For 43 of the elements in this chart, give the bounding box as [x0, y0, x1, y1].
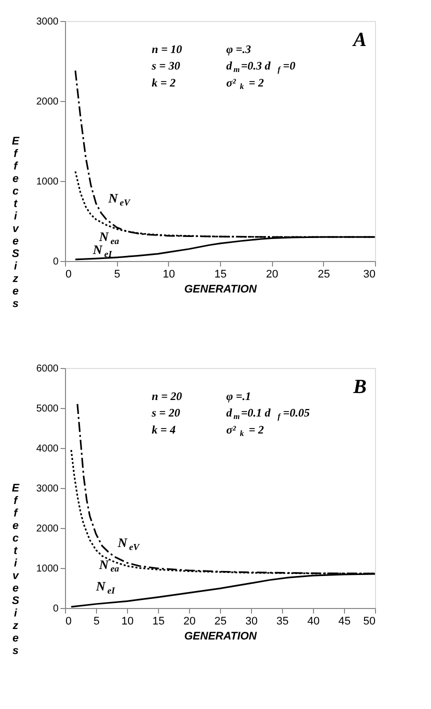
x-tick-label: 5 [114, 268, 120, 280]
y-tick-label: 0 [52, 604, 59, 614]
y-tick-label: 0 [52, 256, 59, 268]
y-tick-label: 2000 [36, 96, 59, 108]
x-axis-title: GENERATION [184, 284, 258, 296]
x-tick-label: 30 [363, 268, 376, 280]
x-tick-label: 35 [276, 616, 289, 628]
y-tick-label: 2000 [36, 524, 59, 534]
annotation: B [352, 376, 367, 398]
annotation: s = 20 [150, 408, 180, 420]
annotation: k = 4 [152, 424, 176, 436]
x-tick-label: 50 [363, 616, 376, 628]
y-tick-label: 4000 [36, 444, 59, 454]
y-tick-label: 1000 [36, 564, 59, 574]
x-tick-label: 15 [152, 616, 165, 628]
y-tick-label: 5000 [36, 404, 59, 414]
text: Effective Sizes [12, 482, 20, 657]
x-tick-label: 30 [245, 616, 258, 628]
x-tick-label: 45 [338, 616, 351, 628]
x-tick-label: 25 [318, 268, 330, 280]
text: Effective Sizes [12, 136, 20, 310]
x-tick-label: 0 [66, 616, 72, 628]
x-tick-label: 25 [214, 616, 227, 628]
x-tick-label: 5 [93, 616, 100, 628]
annotation: k = 2 [152, 77, 176, 90]
y-tick-label: 6000 [36, 364, 59, 374]
x-tick-label: 20 [183, 616, 196, 628]
annotation: n = 20 [152, 390, 182, 403]
annotation: φ =.1 [226, 390, 251, 403]
annotation: n = 10 [152, 44, 182, 56]
annotation: A [351, 29, 367, 52]
annotation: s = 30 [150, 60, 180, 73]
annotation: φ =.3 [226, 44, 252, 56]
x-axis-title: GENERATION [184, 630, 258, 642]
x-tick-label: 15 [214, 268, 227, 280]
x-tick-label: 40 [307, 616, 320, 628]
x-tick-label: 10 [121, 616, 134, 628]
x-tick-label: 20 [266, 268, 278, 280]
y-tick-label: 3000 [36, 16, 59, 28]
y-tick-label: 1000 [36, 176, 59, 188]
x-tick-label: 0 [66, 268, 72, 280]
x-tick-label: 10 [162, 268, 175, 280]
y-tick-label: 3000 [36, 484, 59, 494]
